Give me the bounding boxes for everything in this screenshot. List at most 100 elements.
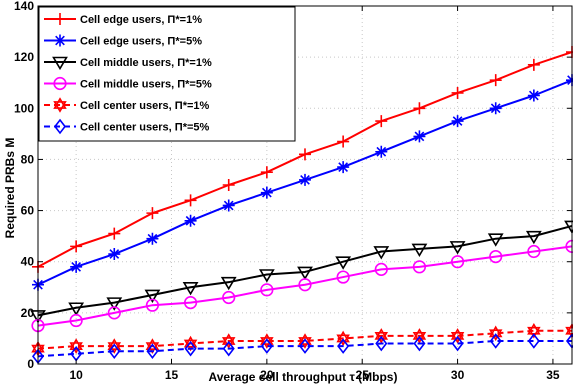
- data-point-plus: [146, 207, 159, 220]
- data-point-circle: [145, 298, 160, 312]
- series-4-cell-middle-users-5: [31, 239, 573, 333]
- legend-marker-hexagram: [53, 97, 67, 113]
- y-tick-label: 60: [21, 204, 35, 218]
- data-point-diamond: [222, 340, 235, 357]
- data-point-diamond: [451, 335, 464, 352]
- data-point-diamond: [298, 338, 312, 354]
- data-point-asterisk: [70, 260, 83, 273]
- data-point-diamond: [527, 333, 540, 349]
- x-tick-label: 30: [451, 368, 465, 382]
- data-point-diamond: [184, 340, 197, 357]
- x-axis-title: Average cell throughput τ (Mbps): [209, 370, 398, 384]
- series-line: [37, 245, 573, 327]
- data-point-circle: [336, 270, 350, 284]
- legend-entry: Cell center users, Π*=1%: [44, 97, 210, 113]
- data-point-circle: [183, 296, 198, 310]
- legend-entry: Cell center users, Π*=5%: [44, 118, 210, 135]
- data-point-plus: [451, 86, 464, 99]
- data-point-triangle-down: [487, 233, 504, 247]
- data-point-plus: [70, 240, 83, 253]
- data-point-diamond: [375, 335, 388, 352]
- data-point-circle: [412, 260, 427, 274]
- data-point-plus: [489, 74, 502, 87]
- data-point-hexagram: [374, 328, 389, 344]
- data-point-diamond: [489, 333, 502, 349]
- data-point-triangle-down: [144, 289, 161, 304]
- data-point-circle: [527, 244, 541, 259]
- data-point-diamond: [413, 335, 426, 352]
- data-point-hexagram: [336, 330, 350, 347]
- data-point-diamond: [260, 338, 273, 354]
- legend-label: Cell middle users, Π*=5%: [80, 79, 212, 91]
- data-point-plus: [108, 227, 121, 240]
- data-point-hexagram: [412, 328, 427, 344]
- series-2-cell-edge-users-5: [32, 74, 573, 291]
- legend-marker-circle: [53, 76, 67, 91]
- legend-label: Cell edge users, Π*=1%: [80, 14, 202, 26]
- data-point-circle: [107, 306, 121, 320]
- y-tick-label: 80: [21, 152, 35, 166]
- data-point-asterisk: [108, 248, 121, 261]
- data-point-triangle-down: [106, 297, 123, 311]
- y-tick-label: 0: [27, 357, 34, 371]
- data-point-hexagram: [450, 328, 465, 344]
- data-point-asterisk: [222, 199, 235, 212]
- data-point-diamond: [108, 343, 121, 360]
- legend-entry: Cell edge users, Π*=1%: [44, 13, 202, 26]
- data-point-plus: [337, 135, 350, 148]
- legend-marker-diamond: [53, 118, 67, 135]
- data-point-hexagram: [488, 325, 503, 342]
- legend-label: Cell center users, Π*=1%: [80, 100, 210, 112]
- data-point-hexagram: [69, 338, 83, 354]
- x-tick-label: 10: [69, 368, 83, 382]
- data-point-plus: [184, 194, 197, 207]
- legend-marker-triangle-down: [52, 56, 68, 71]
- data-point-asterisk: [489, 102, 502, 115]
- data-point-triangle-down: [335, 256, 352, 270]
- series-line: [37, 329, 572, 350]
- x-tick-label: 35: [546, 368, 560, 382]
- y-tick-label: 20: [21, 306, 35, 320]
- data-point-triangle-down: [182, 281, 199, 296]
- data-point-triangle-down: [411, 243, 428, 258]
- data-point-triangle-down: [525, 230, 542, 245]
- data-point-plus: [527, 58, 540, 71]
- data-point-triangle-down: [297, 266, 313, 281]
- legend-label: Cell center users, Π*=5%: [80, 122, 210, 134]
- data-point-asterisk: [337, 161, 350, 174]
- legend: Cell edge users, Π*=1% Cell edge users, Π…: [38, 6, 296, 142]
- data-point-plus: [299, 148, 311, 161]
- legend-marker-asterisk: [54, 34, 66, 47]
- data-point-plus: [222, 179, 235, 191]
- series-line: [37, 339, 572, 358]
- tick-labels: 10 15 20 25 30 35 0 20 40 60 80 100 120 140: [14, 0, 560, 382]
- data-point-triangle-down: [449, 241, 466, 255]
- legend-entry: Cell middle users, Π*=5%: [44, 76, 212, 91]
- data-point-triangle-down: [220, 276, 237, 291]
- data-point-circle: [374, 262, 388, 276]
- data-point-plus: [413, 102, 426, 115]
- data-point-circle: [450, 255, 465, 269]
- legend-marker-plus: [54, 13, 66, 25]
- data-point-asterisk: [451, 115, 464, 128]
- y-tick-label: 40: [21, 255, 35, 269]
- data-point-circle: [222, 290, 236, 305]
- legend-box: [38, 6, 296, 142]
- data-point-triangle-down: [258, 269, 275, 283]
- data-point-circle: [298, 278, 312, 292]
- data-point-asterisk: [375, 145, 388, 158]
- data-point-plus: [375, 115, 388, 128]
- series-line: [37, 224, 573, 317]
- data-point-diamond: [146, 343, 159, 360]
- data-point-asterisk: [146, 232, 159, 245]
- y-axis-title: Required PRBs M: [3, 138, 17, 239]
- data-point-asterisk: [184, 214, 197, 227]
- x-tick-label: 25: [356, 368, 370, 382]
- data-point-circle: [69, 313, 83, 328]
- plot-border: [37, 5, 573, 365]
- data-point-triangle-down: [68, 302, 85, 316]
- data-point-circle: [260, 283, 274, 297]
- data-point-asterisk: [260, 186, 273, 199]
- legend-entry: Cell edge users, Π*=5%: [44, 34, 202, 48]
- data-point-asterisk: [527, 89, 540, 102]
